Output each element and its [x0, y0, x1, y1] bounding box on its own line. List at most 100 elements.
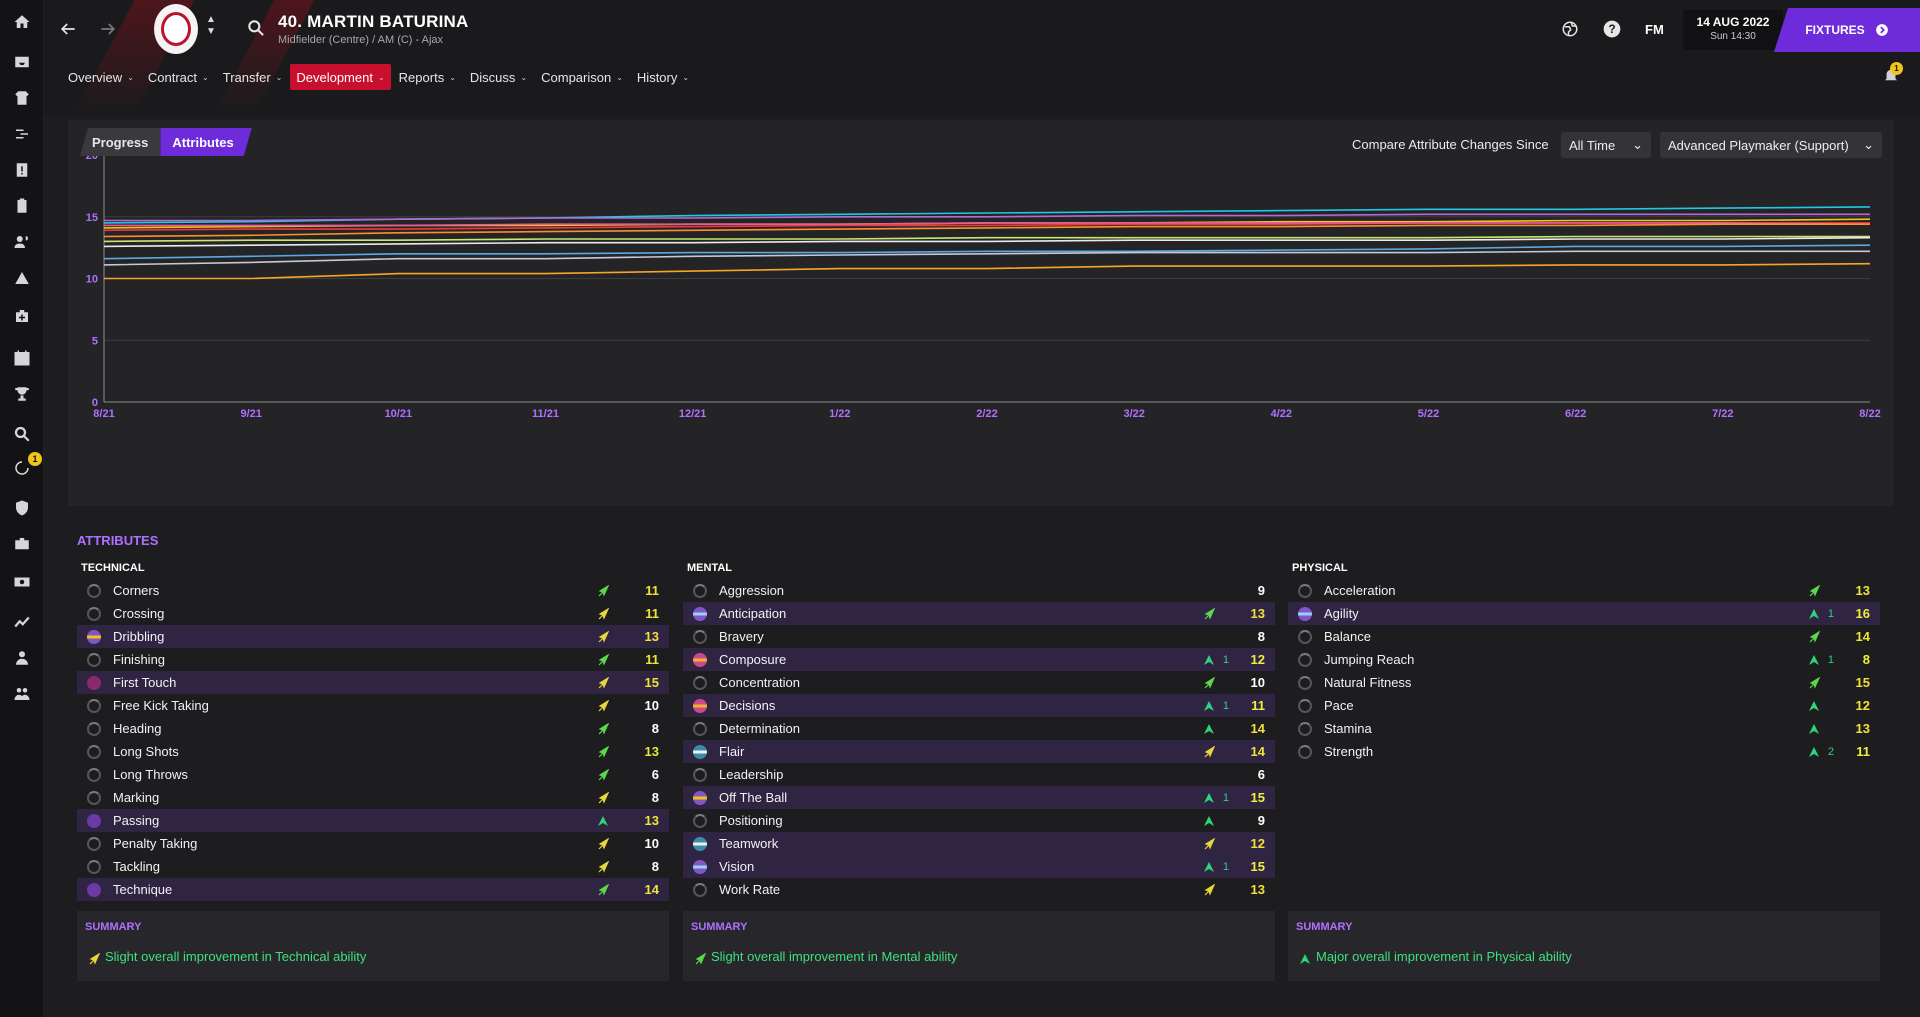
- attribute-row[interactable]: Anticipation 13: [683, 602, 1275, 625]
- transfers-icon[interactable]: 1: [10, 452, 42, 480]
- trend-arrow-icon: [1203, 723, 1215, 735]
- search-icon[interactable]: [246, 18, 266, 38]
- attribute-row[interactable]: Vision 1 15: [683, 855, 1275, 878]
- chevron-down-icon: ⌄: [616, 72, 623, 82]
- tab-overview[interactable]: Overview ⌄: [62, 64, 140, 90]
- inbox-icon[interactable]: [10, 50, 34, 74]
- trend-arrow-icon: [597, 882, 610, 896]
- home-icon[interactable]: [10, 10, 34, 34]
- attribute-row[interactable]: Crossing 11: [77, 602, 669, 625]
- fixtures-button[interactable]: FIXTURES: [1774, 8, 1920, 52]
- chevron-down-icon: ⌄: [202, 72, 209, 82]
- forward-button[interactable]: [97, 18, 119, 40]
- tab-reports[interactable]: Reports ⌄: [393, 64, 462, 90]
- attribute-row[interactable]: Passing 13: [77, 809, 669, 832]
- tactics-icon[interactable]: [10, 122, 34, 146]
- medical-icon[interactable]: [10, 304, 34, 328]
- attribute-row[interactable]: Flair 14: [683, 740, 1275, 763]
- attribute-name: Technique: [113, 882, 173, 897]
- tab-label: Transfer: [222, 69, 271, 85]
- scouting-icon[interactable]: [10, 422, 34, 446]
- attribute-row[interactable]: Heading 8: [77, 717, 669, 740]
- calendar-icon[interactable]: [10, 346, 34, 370]
- attribute-row[interactable]: Natural Fitness 15: [1288, 671, 1880, 694]
- attribute-row[interactable]: Marking 8: [77, 786, 669, 809]
- ajax-logo: [161, 12, 191, 46]
- attribute-row[interactable]: Aggression 9: [683, 579, 1275, 602]
- attribute-row[interactable]: Strength 2 11: [1288, 740, 1880, 763]
- role-value: Advanced Playmaker (Support): [1668, 137, 1849, 153]
- attribute-type-icon: [87, 882, 101, 897]
- attribute-row[interactable]: Work Rate 13: [683, 878, 1275, 901]
- tab-history[interactable]: History ⌄: [631, 64, 695, 90]
- attribute-row[interactable]: Dribbling 13: [77, 625, 669, 648]
- attribute-row[interactable]: Technique 14: [77, 878, 669, 901]
- trend-arrow-icon: [1808, 700, 1820, 712]
- tab-transfer[interactable]: Transfer ⌄: [217, 64, 289, 90]
- compare-period-select[interactable]: All Time ⌄: [1561, 132, 1651, 158]
- staff-icon[interactable]: [10, 230, 34, 254]
- attribute-row[interactable]: Agility 1 16: [1288, 602, 1880, 625]
- club-info-icon[interactable]: [10, 496, 34, 520]
- attribute-row[interactable]: Jumping Reach 1 8: [1288, 648, 1880, 671]
- tab-discuss[interactable]: Discuss ⌄: [464, 64, 533, 90]
- dev-centre-icon[interactable]: [10, 646, 34, 670]
- attribute-type-icon: [693, 813, 707, 828]
- attribute-row[interactable]: Finishing 11: [77, 648, 669, 671]
- chevron-down-icon: ⌄: [377, 72, 385, 82]
- attribute-row[interactable]: Long Shots 13: [77, 740, 669, 763]
- attribute-row[interactable]: Off The Ball 1 15: [683, 786, 1275, 809]
- attribute-name: Stamina: [1324, 721, 1372, 736]
- y-tick-label: 0: [92, 397, 98, 409]
- tab-comparison[interactable]: Comparison ⌄: [535, 64, 629, 90]
- summary-panel: SUMMARY Slight overall improvement in Men…: [683, 911, 1275, 981]
- attribute-row[interactable]: Long Throws 6: [77, 763, 669, 786]
- dynamics-icon[interactable]: [10, 158, 34, 182]
- attribute-row[interactable]: Tackling 8: [77, 855, 669, 878]
- tab-development[interactable]: Development ⌄: [290, 64, 391, 90]
- trend-arrow-icon: [597, 767, 610, 781]
- attribute-row[interactable]: Leadership 6: [683, 763, 1275, 786]
- notification-badge: 1: [1890, 62, 1903, 75]
- trend-arrow-icon: [1203, 675, 1216, 689]
- attribute-row[interactable]: Bravery 8: [683, 625, 1275, 648]
- attribute-row[interactable]: Stamina 13: [1288, 717, 1880, 740]
- u21-icon[interactable]: [10, 682, 34, 706]
- role-select[interactable]: Advanced Playmaker (Support) ⌄: [1660, 132, 1882, 158]
- back-button[interactable]: [57, 18, 79, 40]
- tab-attributes[interactable]: Attributes: [160, 128, 251, 156]
- summary-trend-icon: [88, 952, 101, 965]
- help-icon[interactable]: ?: [1600, 17, 1624, 41]
- summary-text: Major overall improvement in Physical ab…: [1316, 949, 1572, 964]
- attribute-row[interactable]: First Touch 15: [77, 671, 669, 694]
- attribute-row[interactable]: Decisions 1 11: [683, 694, 1275, 717]
- attribute-row[interactable]: Determination 14: [683, 717, 1275, 740]
- world-icon[interactable]: [1558, 17, 1582, 41]
- compare-period-value: All Time: [1569, 137, 1616, 153]
- attribute-value: 9: [1257, 813, 1265, 828]
- training-icon[interactable]: [10, 266, 34, 290]
- trophy-icon[interactable]: [10, 382, 34, 406]
- fm-logo[interactable]: FM: [1645, 22, 1664, 37]
- reports-icon[interactable]: [10, 194, 34, 218]
- player-name: 40. MARTIN BATURINA: [278, 12, 469, 31]
- attribute-row[interactable]: Penalty Taking 10: [77, 832, 669, 855]
- attribute-row[interactable]: Positioning 9: [683, 809, 1275, 832]
- data-hub-icon[interactable]: [10, 610, 34, 634]
- finances-icon[interactable]: [10, 570, 34, 594]
- sidebar-badge: 1: [28, 452, 42, 466]
- attribute-row[interactable]: Pace 12: [1288, 694, 1880, 717]
- attribute-row[interactable]: Teamwork 12: [683, 832, 1275, 855]
- attribute-row[interactable]: Free Kick Taking 10: [77, 694, 669, 717]
- attribute-row[interactable]: Corners 11: [77, 579, 669, 602]
- club-vision-icon[interactable]: [10, 532, 34, 556]
- attribute-row[interactable]: Acceleration 13: [1288, 579, 1880, 602]
- attribute-row[interactable]: Concentration 10: [683, 671, 1275, 694]
- tab-contract[interactable]: Contract ⌄: [142, 64, 215, 90]
- attribute-row[interactable]: Balance 14: [1288, 625, 1880, 648]
- tab-progress[interactable]: Progress: [80, 128, 161, 156]
- squad-icon[interactable]: [10, 86, 34, 110]
- attribute-value: 10: [1250, 675, 1265, 690]
- attribute-row[interactable]: Composure 1 12: [683, 648, 1275, 671]
- player-switch-arrows[interactable]: ▲ ▼: [206, 14, 216, 37]
